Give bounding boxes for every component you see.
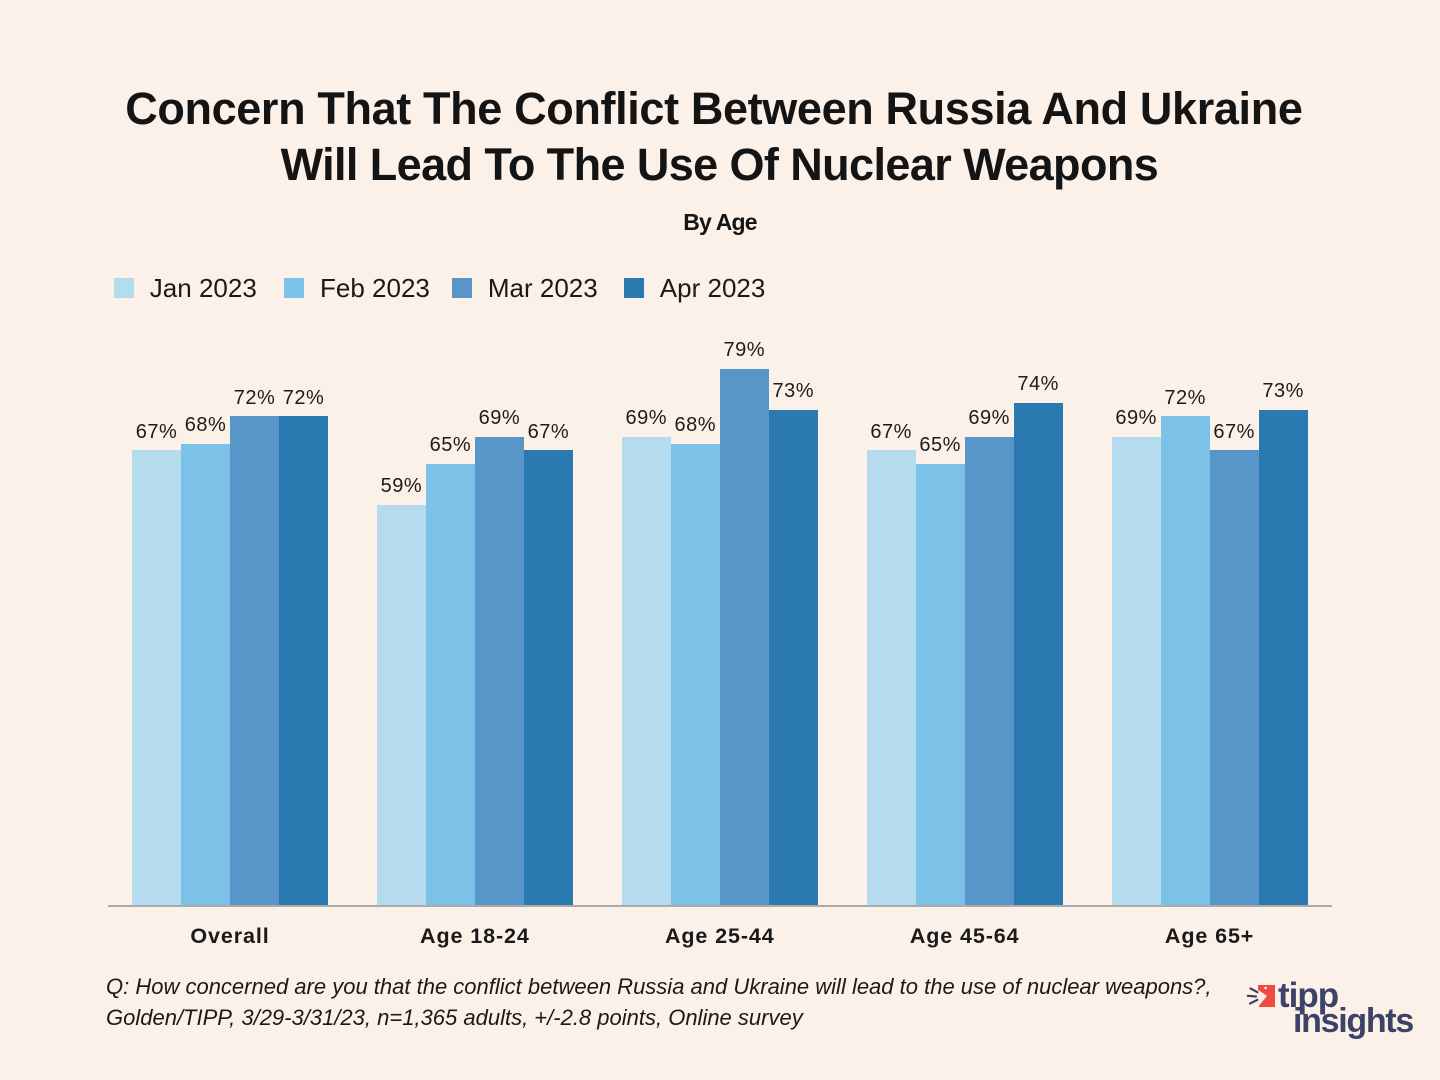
svg-text:tipp: tipp: [1278, 976, 1338, 1015]
svg-text:insights: insights: [1293, 1002, 1413, 1040]
